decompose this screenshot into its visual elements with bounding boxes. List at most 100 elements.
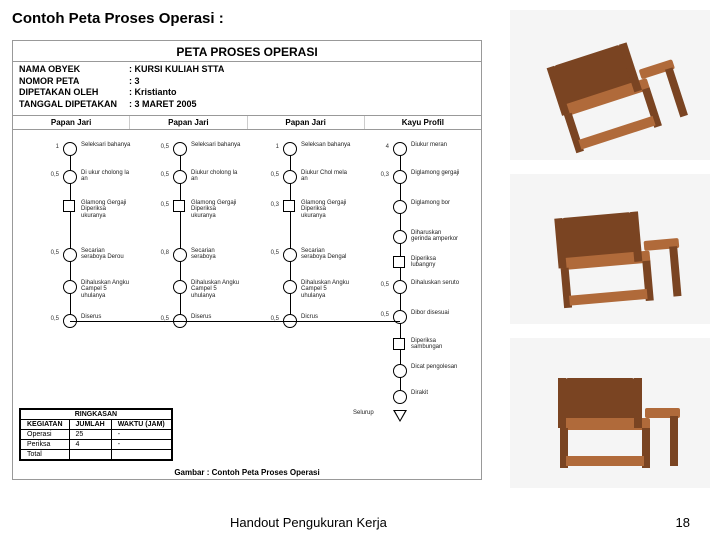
- inspection-node: [393, 338, 405, 350]
- op-label: Diperiksa sambungan: [411, 338, 461, 351]
- summary-cell: -: [111, 440, 171, 450]
- operation-node: [393, 390, 407, 404]
- summary-cell: [111, 450, 171, 460]
- meta-key: NAMA OBYEK: [19, 64, 129, 76]
- summary-title: RINGKASAN: [21, 410, 172, 420]
- op-label: Dirakit: [411, 390, 461, 397]
- op-label: Secarian seraboya Derou: [81, 248, 131, 261]
- operation-node: [393, 142, 407, 156]
- time-label: 1: [41, 144, 59, 150]
- op-label: Dihaluskan Angku Campel 5 uhulanya: [191, 280, 241, 300]
- operation-node: [63, 142, 77, 156]
- op-label: Dihaluskan Angku Campel 5 uhulanya: [301, 280, 351, 300]
- op-label: Seleksari bahanya: [191, 142, 241, 149]
- chair-illustration: [510, 10, 710, 160]
- chair-illustration: [510, 338, 710, 488]
- time-label: 0,8: [151, 250, 169, 256]
- time-label: 0,5: [41, 250, 59, 256]
- op-label: Glamong Gergaji Diperiksa ukuranya: [81, 200, 131, 220]
- time-label: 0,5: [41, 316, 59, 322]
- lane-headers: Papan JariPapan JariPapan JariKayu Profi…: [13, 116, 481, 130]
- lane-header: Papan Jari: [130, 116, 247, 129]
- op-label: Seleksari bahanya: [81, 142, 131, 149]
- time-label: 0,5: [151, 172, 169, 178]
- time-label: 0,5: [371, 282, 389, 288]
- chair-illustration: [510, 174, 710, 324]
- time-label: 0,3: [261, 202, 279, 208]
- meta-key: NOMOR PETA: [19, 76, 129, 88]
- meta-key: DIPETAKAN OLEH: [19, 87, 129, 99]
- operation-node: [393, 200, 407, 214]
- storage-label: Selurup: [353, 410, 403, 417]
- time-label: 0,5: [371, 312, 389, 318]
- time-label: 0,5: [151, 202, 169, 208]
- summary-header: KEGIATAN: [21, 420, 70, 430]
- op-label: Diserus: [191, 314, 241, 321]
- time-label: 0,5: [261, 172, 279, 178]
- summary-cell: 4: [69, 440, 111, 450]
- operation-node: [173, 170, 187, 184]
- op-label: Diperiksa lubangny: [411, 256, 461, 269]
- time-label: 4: [371, 144, 389, 150]
- operation-node: [63, 248, 77, 262]
- op-label: Dicat pengolesan: [411, 364, 461, 371]
- summary-cell: Periksa: [21, 440, 70, 450]
- lane-header: Papan Jari: [13, 116, 130, 129]
- operation-node: [173, 248, 187, 262]
- chart-meta: NAMA OBYEK: KURSI KULIAH STTANOMOR PETA:…: [13, 62, 481, 116]
- op-label: Seleksan bahanya: [301, 142, 351, 149]
- time-label: 1: [261, 144, 279, 150]
- product-photo: [510, 338, 710, 488]
- op-label: Diserus: [81, 314, 131, 321]
- op-label: Diukur Chol mela an: [301, 170, 351, 183]
- meta-val: : KURSI KULIAH STTA: [129, 64, 224, 76]
- summary-header: JUMLAH: [69, 420, 111, 430]
- inspection-node: [173, 200, 185, 212]
- op-label: Dihaluskan Angku Campel 5 uhulanya: [81, 280, 131, 300]
- photo-column: [510, 10, 710, 488]
- meta-val: : 3: [129, 76, 140, 88]
- lane-header: Kayu Profil: [365, 116, 481, 129]
- summary-cell: [69, 450, 111, 460]
- chart-title: PETA PROSES OPERASI: [13, 41, 481, 62]
- summary-cell: -: [111, 430, 171, 440]
- time-label: 0,3: [371, 172, 389, 178]
- operation-node: [393, 280, 407, 294]
- op-label: Secarian seraboya: [191, 248, 241, 261]
- page-number: 18: [676, 515, 690, 530]
- footer-text: Handout Pengukuran Kerja: [230, 515, 387, 530]
- op-label: Dibor disesuai: [411, 310, 461, 317]
- summary-cell: Operasi: [21, 430, 70, 440]
- summary-table: RINGKASANKEGIATANJUMLAHWAKTU (JAM) Operas…: [19, 408, 173, 461]
- op-label: Diukur meran: [411, 142, 461, 149]
- product-photo: [510, 174, 710, 324]
- op-label: Dicrus: [301, 314, 351, 321]
- chart-caption: Gambar : Contoh Peta Proses Operasi: [13, 468, 481, 477]
- summary-header: WAKTU (JAM): [111, 420, 171, 430]
- operation-node: [283, 142, 297, 156]
- op-label: Diharuskan gerinda amperkor: [411, 230, 461, 243]
- summary-cell: Total: [21, 450, 70, 460]
- time-label: 0,5: [41, 172, 59, 178]
- time-label: 0,5: [151, 144, 169, 150]
- operation-node: [173, 280, 187, 294]
- meta-key: TANGGAL DIPETAKAN: [19, 99, 129, 111]
- operation-node: [283, 170, 297, 184]
- product-photo: [510, 10, 710, 160]
- lane-header: Papan Jari: [248, 116, 365, 129]
- process-chart: PETA PROSES OPERASI NAMA OBYEK: KURSI KU…: [12, 40, 482, 480]
- op-label: Glamong Gergaji Diperiksa ukuranya: [191, 200, 241, 220]
- operation-node: [283, 280, 297, 294]
- operation-node: [63, 280, 77, 294]
- operation-node: [393, 170, 407, 184]
- op-label: Di ukur cholong la an: [81, 170, 131, 183]
- op-label: Diglamong bor: [411, 200, 461, 207]
- time-label: 0,5: [261, 250, 279, 256]
- page-title: Contoh Peta Proses Operasi :: [12, 10, 224, 27]
- op-label: Diglamong gergaji: [411, 170, 461, 177]
- inspection-node: [63, 200, 75, 212]
- operation-node: [63, 170, 77, 184]
- op-label: Secarian seraboya Dengal: [301, 248, 351, 261]
- diagram-body: 1 Seleksari bahanya 0,5 Di ukur cholong la …: [13, 130, 481, 430]
- op-label: Diukur cholong la an: [191, 170, 241, 183]
